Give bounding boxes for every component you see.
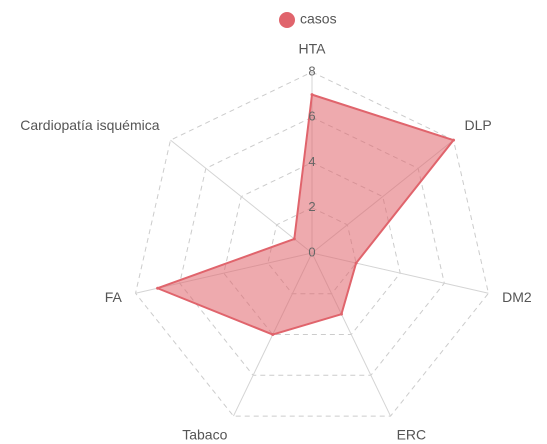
radar-point (354, 261, 358, 265)
tick-label: 2 (308, 199, 315, 214)
legend-label: casos (300, 11, 337, 27)
category-label: FA (105, 289, 123, 305)
radar-point (310, 93, 314, 97)
radar-point (271, 333, 275, 337)
radar-area (156, 93, 455, 336)
legend-marker (279, 12, 295, 28)
category-label: DLP (464, 117, 491, 133)
tick-label: 8 (308, 63, 315, 78)
category-label: Cardiopatía isquémica (20, 117, 160, 133)
category-label: DM2 (502, 289, 532, 305)
axis-line (170, 139, 313, 254)
category-label: HTA (299, 41, 327, 57)
grid-line (134, 71, 490, 417)
radar-point (452, 138, 456, 142)
tick-label: 4 (308, 154, 315, 169)
tick-label: 6 (308, 109, 315, 124)
category-label: Tabaco (182, 427, 227, 443)
category-label: ERC (397, 427, 427, 443)
grid-line (179, 116, 445, 376)
tick-label: 0 (308, 244, 315, 259)
radar-point (339, 312, 343, 316)
radar-point (156, 286, 160, 290)
radar-point (292, 237, 296, 241)
